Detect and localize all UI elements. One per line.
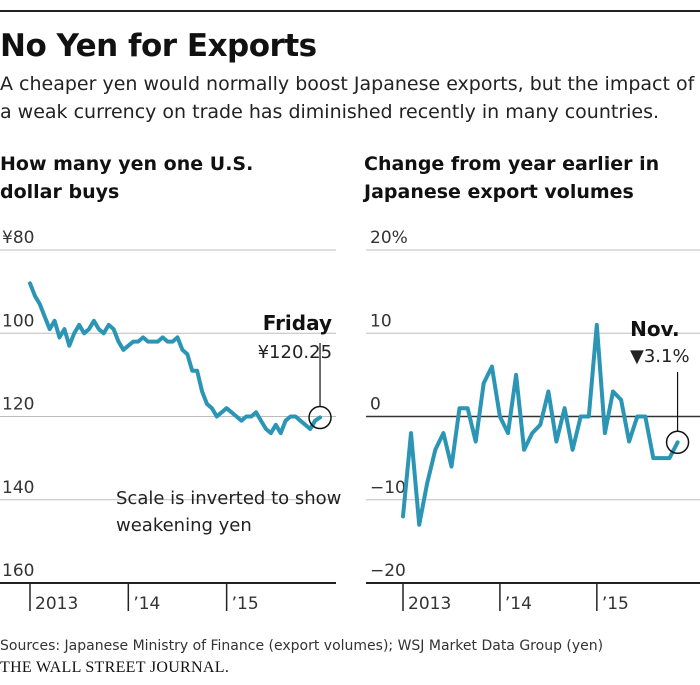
left-x-tick-label: ’15	[232, 594, 259, 614]
right-gridlines	[366, 249, 700, 584]
right-y-tick-label: 20%	[370, 228, 408, 248]
right-y-tick-labels: 20% 10 0 −10 −20	[370, 228, 408, 581]
inverted-scale-note: Scale is inverted to show	[116, 488, 341, 509]
right-y-tick-label: 0	[370, 395, 381, 415]
left-x-tick-label: 2013	[35, 594, 78, 614]
right-y-tick-label: −20	[370, 561, 406, 581]
yen-line	[28, 281, 322, 436]
left-x-tick-label: ’14	[133, 594, 160, 614]
source-line: Sources: Japanese Ministry of Finance (e…	[0, 638, 604, 654]
right-x-axis: 2013 ’14 ’15	[366, 582, 700, 614]
yen-dollar-chart: ¥80 100 120 140 160 2013 ’14 ’15 Friday ¥120.2…	[0, 228, 341, 614]
left-x-axis: 2013 ’14 ’15	[0, 582, 336, 614]
left-chart-title: How many yen one U.S. dollar buys	[0, 153, 254, 203]
friday-label: Friday	[263, 311, 332, 335]
right-y-tick-label: 10	[370, 311, 392, 331]
inverted-scale-note-line-2: weakening yen	[116, 515, 252, 536]
export-volume-chart: 20% 10 0 −10 −20 2013 ’14 ’15 Nov. ▼3.1%	[366, 228, 700, 614]
friday-value-label: ¥120.25	[258, 342, 332, 363]
right-x-tick-label: ’14	[505, 594, 532, 614]
left-y-tick-label: 100	[2, 311, 34, 331]
publication-logo: THE WALL STREET JOURNAL.	[0, 659, 230, 676]
export-volume-line	[401, 322, 680, 527]
left-y-tick-label: ¥80	[2, 228, 34, 248]
headline: No Yen for Exports	[0, 28, 317, 64]
left-y-tick-label: 120	[2, 395, 34, 415]
dek: A cheaper yen would normally boost Japan…	[0, 73, 695, 123]
nov-label: Nov.	[630, 317, 679, 341]
left-y-tick-label: 160	[2, 561, 34, 581]
right-y-tick-label: −10	[370, 478, 406, 498]
left-y-tick-labels: ¥80 100 120 140 160	[2, 228, 34, 581]
top-rule	[0, 10, 700, 12]
left-y-tick-label: 140	[2, 478, 34, 498]
right-x-tick-label: 2013	[408, 594, 451, 614]
right-x-tick-label: ’15	[602, 594, 629, 614]
right-chart-title: Change from year earlier in Japanese exp…	[364, 153, 660, 203]
nov-value-label: ▼3.1%	[630, 346, 690, 367]
